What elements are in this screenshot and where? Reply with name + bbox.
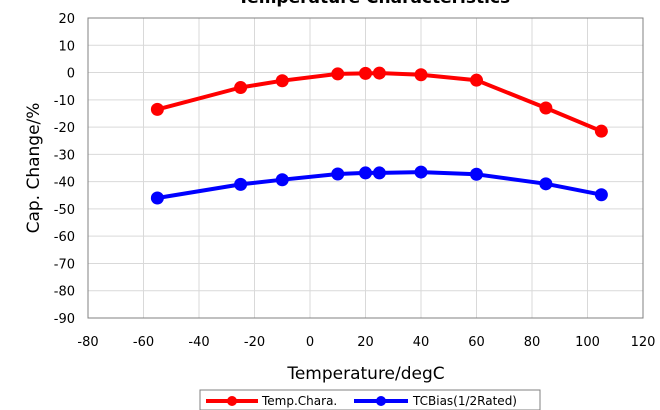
data-point [234, 81, 248, 95]
data-point [331, 167, 345, 181]
y-axis-title: Cap. Change/% [24, 103, 44, 234]
data-point [470, 167, 483, 181]
x-tick-label: 100 [575, 335, 600, 350]
x-tick-label: 80 [524, 335, 541, 350]
legend-label-temp-chara: Temp.Chara. [261, 394, 337, 408]
plot-area [87, 17, 644, 319]
data-point [359, 66, 372, 80]
legend: Temp.Chara. TCBias(1/2Rated) [199, 389, 541, 410]
data-point [372, 66, 386, 80]
legend-marker-tcbias [376, 396, 386, 406]
data-point [359, 166, 372, 180]
x-tick-label: -40 [188, 335, 209, 350]
y-tick-label: 10 [58, 39, 75, 54]
series-line [157, 170, 602, 200]
x-axis-title: Temperature/degC [286, 364, 444, 384]
data-point [594, 188, 608, 202]
y-tick-label: -20 [54, 121, 75, 136]
y-tick-label: -50 [54, 203, 75, 218]
series-line [156, 71, 603, 134]
legend-marker-temp-chara [227, 396, 237, 406]
y-tick-label: 20 [58, 12, 75, 27]
data-point [275, 74, 289, 88]
data-point [331, 67, 345, 81]
y-tick-label: -90 [54, 312, 75, 327]
x-tick-label: -60 [133, 335, 154, 350]
series-layer [150, 66, 608, 205]
y-tick-label: 0 [67, 67, 75, 82]
x-tick-label: 0 [306, 335, 314, 350]
legend-label-tcbias: TCBias(1/2Rated) [412, 394, 517, 408]
y-tick-label: -70 [54, 257, 75, 272]
chart-title: Temperature Characteristics [238, 0, 510, 8]
y-tick-label: -60 [54, 230, 75, 245]
data-point [414, 68, 428, 82]
data-point [150, 102, 164, 116]
data-point [372, 166, 386, 180]
y-tick-label: -30 [54, 148, 75, 163]
data-point [234, 177, 248, 191]
data-point [594, 124, 608, 138]
y-tick-label: -40 [54, 176, 75, 191]
series-2 [150, 165, 608, 205]
x-tick-label: 120 [631, 335, 656, 350]
x-tick-label: 60 [468, 335, 485, 350]
legend-item-tcbias: TCBias(1/2Rated) [354, 394, 517, 408]
y-axis-ticks: 20 10 0 -10 -20 -30 -40 -50 -60 -70 -80 -90 [54, 12, 75, 327]
series-1 [150, 66, 608, 138]
y-tick-label: -10 [54, 94, 75, 109]
data-point [539, 101, 553, 115]
x-axis-ticks: -80 -60 -40 -20 0 20 40 60 80 100 120 [77, 335, 655, 350]
data-point [150, 191, 164, 205]
legend-item-temp-chara: Temp.Chara. [206, 394, 337, 408]
y-tick-label: -80 [54, 285, 75, 300]
x-tick-label: -80 [77, 335, 98, 350]
data-point [470, 73, 483, 87]
x-tick-label: -20 [244, 335, 265, 350]
data-point [539, 177, 553, 191]
x-tick-label: 20 [357, 335, 374, 350]
x-tick-label: 40 [413, 335, 430, 350]
data-point [275, 173, 289, 187]
data-point [414, 165, 428, 179]
